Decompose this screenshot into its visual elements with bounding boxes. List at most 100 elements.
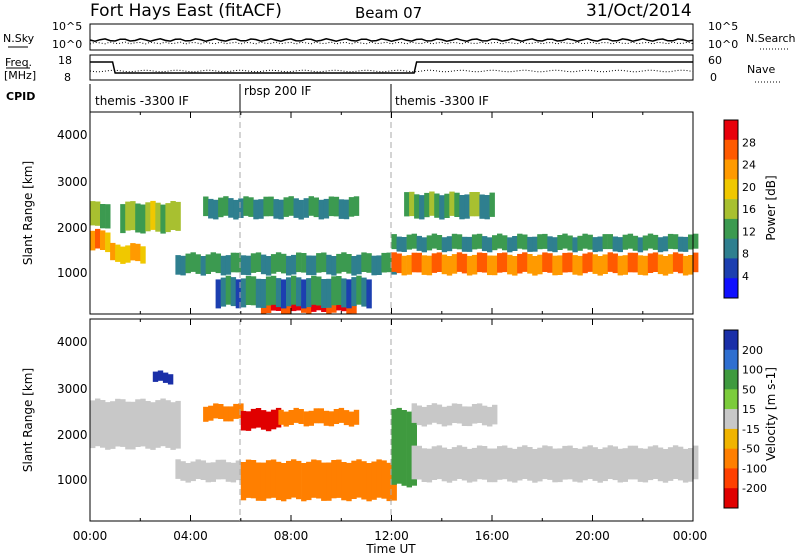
noise-search-label: N.Search: [746, 32, 796, 45]
power-cell: [303, 198, 309, 218]
noise-left-tick-top: 10^5: [52, 20, 82, 33]
freq-label: Freq.: [5, 56, 32, 69]
power-cell: [286, 255, 292, 276]
colorbar-swatch: [724, 179, 738, 200]
power-cell: [592, 254, 598, 274]
power-cell: [502, 235, 508, 251]
velocity-cell: [617, 448, 623, 483]
power-cell: [424, 192, 430, 218]
velocity-cell: [381, 460, 387, 499]
power-cell: [301, 279, 307, 309]
velocity-cell: [431, 446, 438, 480]
power-cell: [537, 234, 543, 250]
power-cell: [381, 252, 387, 273]
xtick-5: 20:00: [575, 529, 610, 543]
velocity-cell: [471, 404, 478, 424]
power-cell: [311, 303, 317, 312]
velocity-cell: [677, 446, 684, 481]
power-cell: [456, 252, 463, 272]
power-cell: [215, 279, 221, 309]
xtick-4: 16:00: [475, 529, 510, 543]
velocity-cell: [170, 402, 176, 450]
velocity-cell: [562, 445, 568, 480]
velocity-cell: [303, 411, 309, 427]
power-cell: [228, 198, 234, 218]
colorbar-swatch: [724, 330, 738, 351]
power-cell: [255, 278, 262, 308]
power-cell: [562, 252, 568, 273]
power-cell: [215, 253, 221, 274]
power-cell: [296, 252, 302, 273]
velocity-cell: [120, 399, 126, 447]
power-cell: [331, 276, 337, 306]
power-cell: [421, 255, 427, 275]
velocity-cell: [421, 448, 427, 482]
power-cell: [602, 234, 608, 250]
power-cell: [572, 237, 578, 253]
colorbar-swatch: [724, 468, 738, 489]
power-cell: [245, 276, 252, 305]
power-cell: [416, 235, 422, 251]
power-cell: [652, 252, 659, 272]
velocity-cell: [411, 445, 417, 480]
velocity-cell: [406, 411, 412, 488]
velocity-cell: [451, 447, 458, 481]
velocity-cell: [165, 400, 171, 448]
colorbar-tick: -200: [742, 482, 767, 495]
power-cell: [326, 254, 332, 275]
power-cell: [446, 256, 453, 276]
velocity-cell: [275, 461, 282, 501]
velocity-cell: [308, 410, 314, 426]
power-cell: [602, 254, 608, 274]
nave-label: Nave: [747, 63, 775, 76]
velocity-cell: [441, 447, 448, 482]
velocity-cell: [627, 445, 634, 480]
colorbar-tick: 28: [742, 136, 756, 149]
power-cell: [336, 301, 342, 311]
colorbar-swatch: [724, 409, 738, 430]
power-cell: [451, 233, 458, 249]
power-cell: [130, 201, 136, 231]
velocity-cell: [662, 449, 669, 483]
colorbar-swatch: [724, 139, 738, 160]
xtick-1: 04:00: [173, 529, 208, 543]
power-cell: [456, 234, 463, 250]
power-cell: [316, 276, 322, 306]
power-cell: [115, 244, 121, 262]
freq-unit-label: [MHz]: [4, 69, 36, 82]
velocity-cell: [296, 460, 302, 500]
power-cell: [346, 254, 352, 274]
velocity-cell: [95, 398, 101, 447]
velocity-cell: [411, 403, 417, 423]
power-cell: [688, 234, 694, 250]
power-cell: [552, 237, 558, 253]
power-cell: [100, 230, 106, 250]
velocity-cell: [602, 447, 608, 482]
power-cell: [150, 200, 156, 230]
noise-right-tick-bottom: 10^0: [708, 38, 738, 51]
power-cell: [190, 252, 196, 272]
power-cell: [316, 301, 322, 311]
velocity-cell: [376, 459, 382, 498]
colorbar-frame: [723, 329, 739, 509]
velocity-panel: 4000 3000 2000 1000 Slant Range [km] 200…: [21, 318, 778, 522]
velocity-cell: [180, 461, 186, 481]
velocity-cell: [522, 445, 528, 479]
power-cell: [331, 303, 337, 313]
power-cell: [306, 278, 312, 308]
velocity-cell: [255, 408, 262, 428]
power-cell: [547, 236, 553, 252]
noise-search-series: [89, 41, 694, 45]
velocity-cell: [688, 448, 694, 482]
power-cell: [288, 196, 294, 216]
colorbar-swatch: [724, 258, 738, 279]
power-cell: [293, 198, 299, 218]
velocity-cell: [346, 462, 352, 502]
power-cell: [341, 278, 347, 308]
velocity-cell: [281, 463, 287, 502]
power-cell: [95, 228, 101, 249]
velocity-cell: [341, 462, 347, 501]
power-cell: [351, 304, 357, 314]
velocity-cell: [416, 405, 422, 426]
power-cell: [291, 302, 297, 312]
